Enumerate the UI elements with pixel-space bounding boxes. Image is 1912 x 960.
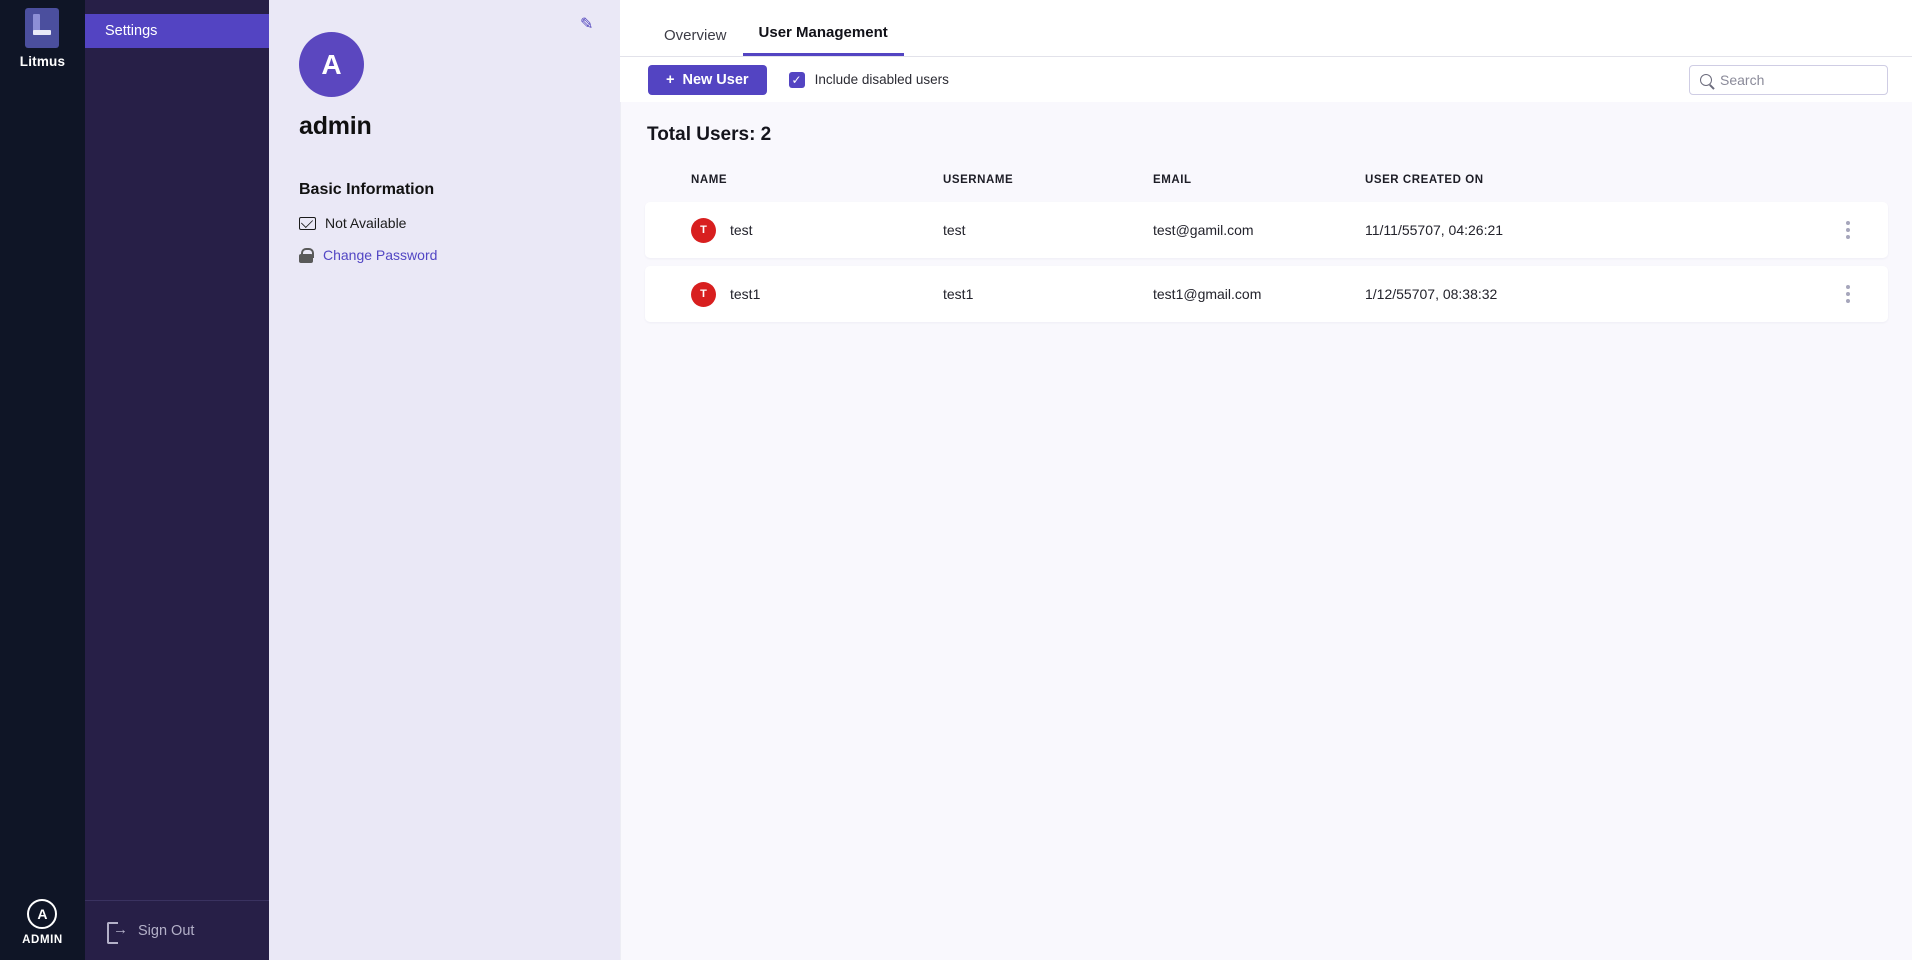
table-row[interactable]: T test1 test1 test1@gmail.com 1/12/55707…: [645, 266, 1888, 322]
include-disabled-users-label: Include disabled users: [814, 72, 949, 87]
sidebar-item-label: Settings: [105, 23, 158, 39]
cell-email: test@gamil.com: [1153, 222, 1254, 238]
cell-username: test1: [943, 286, 974, 302]
book-icon[interactable]: [25, 8, 60, 48]
sign-out-label: Sign Out: [138, 922, 195, 939]
kebab-menu-icon: [1846, 221, 1850, 239]
column-header-username: USERNAME: [943, 174, 1014, 186]
cell-name-text: test: [730, 222, 753, 238]
rail-logo-label: Litmus: [19, 54, 66, 69]
search-input[interactable]: [1720, 71, 1877, 88]
table-row[interactable]: T test test test@gamil.com 11/11/55707, …: [645, 202, 1888, 258]
toolbar: + New User ✓ Include disabled users: [620, 57, 1912, 102]
cell-name: T test: [691, 217, 943, 243]
avatar: T: [691, 217, 716, 243]
cell-created-on: 1/12/55707, 08:38:32: [1365, 286, 1498, 302]
profile-email-value: Not Available: [325, 215, 407, 231]
sidebar-item-settings[interactable]: Settings: [85, 14, 269, 48]
plus-icon: +: [666, 71, 675, 88]
add-user-button[interactable]: + New User: [648, 64, 767, 95]
mail-icon: [299, 216, 316, 230]
rail-top: Litmus: [20, 0, 65, 69]
cell-username: test: [943, 222, 966, 238]
pencil-icon[interactable]: ✎: [580, 16, 594, 33]
user-table-container: Total Users: 2 NAME USERNAME EMAIL USER …: [620, 102, 1912, 960]
settings-nav-panel: Settings Sign Out: [85, 0, 291, 960]
total-users-label: Total Users: 2: [647, 124, 772, 145]
cell-name-text: test1: [730, 286, 761, 302]
icon-rail: Litmus A ADMIN: [0, 0, 85, 960]
column-header-created-on: USER CREATED ON: [1365, 174, 1484, 186]
rail-role-label: ADMIN: [22, 934, 63, 946]
profile-panel: ✎ A admin Basic Information Not Availabl…: [269, 0, 620, 960]
main-area: Overview User Management + New User ✓ In…: [620, 0, 1912, 960]
tab-user-management[interactable]: User Management: [742, 24, 904, 56]
rail-user-block[interactable]: A ADMIN: [22, 899, 63, 960]
profile-email-row: Not Available: [299, 215, 590, 231]
page-title: admin: [299, 112, 372, 140]
checkbox-icon: ✓: [788, 71, 805, 88]
tab-bar: Overview User Management: [620, 0, 1912, 57]
column-header-name: NAME: [691, 174, 728, 186]
search-icon: [1700, 73, 1712, 86]
change-password-label: Change Password: [323, 247, 438, 263]
add-user-label: New User: [682, 71, 749, 88]
tab-overview[interactable]: Overview: [664, 27, 727, 44]
avatar: A: [27, 899, 58, 929]
cell-name: T test1: [691, 281, 943, 307]
cell-created-on: 11/11/55707, 04:26:21: [1365, 222, 1504, 238]
search-box[interactable]: [1689, 64, 1888, 95]
basic-information-heading: Basic Information: [299, 181, 435, 198]
kebab-menu-icon: [1846, 285, 1850, 303]
cell-email: test1@gmail.com: [1153, 286, 1262, 302]
column-header-email: EMAIL: [1153, 174, 1192, 186]
sign-out-button[interactable]: Sign Out: [85, 900, 269, 960]
sign-out-icon: [107, 920, 128, 944]
change-password-link[interactable]: Change Password: [299, 247, 590, 263]
include-disabled-users-checkbox[interactable]: ✓ Include disabled users: [788, 71, 949, 88]
avatar: T: [691, 281, 716, 307]
table-header-row: NAME USERNAME EMAIL USER CREATED ON: [645, 158, 1888, 202]
row-actions-button[interactable]: [1818, 221, 1878, 239]
profile-avatar: A: [299, 32, 364, 97]
lock-icon: [299, 247, 314, 263]
row-actions-button[interactable]: [1818, 285, 1878, 303]
